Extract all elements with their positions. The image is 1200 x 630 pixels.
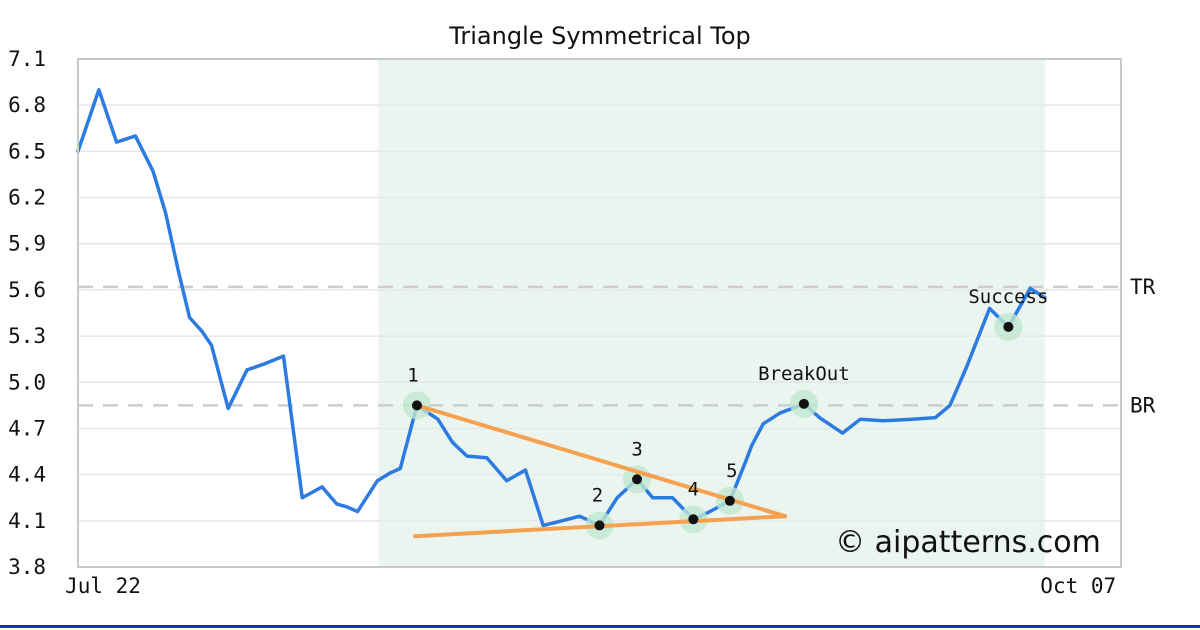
plot-border-rect <box>77 58 1122 568</box>
price-polyline <box>76 88 1047 528</box>
keypoint-dot <box>411 400 422 411</box>
keypoint-labels: 1 2 3 4 5 BreakOut Success <box>407 286 1048 507</box>
pattern-shaded-region <box>378 59 1045 567</box>
shaded-region-rect <box>378 59 1045 567</box>
x-axis-tick-jul22: Jul 22 <box>65 574 141 598</box>
y-axis-tick-label: 4.1 <box>8 509 46 533</box>
breakout-level-label-br: BR <box>1130 393 1156 417</box>
plot-border <box>77 58 1122 568</box>
y-axis-tick-label: 4.4 <box>8 463 46 487</box>
keypoint-label: 4 <box>688 478 699 500</box>
y-axis-tick-label: 7.1 <box>8 47 46 71</box>
keypoint-dot <box>594 520 605 531</box>
keypoint-dot <box>724 495 735 506</box>
chart-title: Triangle Symmetrical Top <box>448 22 751 50</box>
keypoint-dots <box>411 321 1014 531</box>
keypoint-dot <box>798 398 809 409</box>
keypoint-dot <box>632 474 643 485</box>
x-axis-tick-oct07: Oct 07 <box>1040 574 1116 598</box>
keypoint-label: 5 <box>726 460 737 482</box>
keypoint-label: BreakOut <box>758 363 850 385</box>
y-axis-tick-label: 5.3 <box>8 324 46 348</box>
keypoint-label: 3 <box>631 438 642 460</box>
y-axis-tick-label: 5.0 <box>8 370 46 394</box>
keypoint-label: 2 <box>592 484 603 506</box>
y-axis-tick-label: 5.6 <box>8 278 46 302</box>
keypoint-label: 1 <box>407 364 418 386</box>
footer-accent-bar <box>0 625 1200 628</box>
y-axis-tick-label: 3.8 <box>8 555 46 579</box>
y-axis-tick-label: 6.8 <box>8 93 46 117</box>
keypoint-dot <box>1003 321 1014 332</box>
y-axis-tick-label: 5.9 <box>8 232 46 256</box>
y-axis-tick-label: 6.5 <box>8 139 46 163</box>
price-line <box>76 88 1047 528</box>
y-axis-tick-labels: 3.8 4.1 4.4 4.7 5.0 5.3 5.6 5.9 6.2 6.5 6.8 7.1 <box>8 47 46 579</box>
keypoint-label: Success <box>968 286 1048 308</box>
y-axis-tick-label: 4.7 <box>8 416 46 440</box>
y-axis-tick-label: 6.2 <box>8 186 46 210</box>
keypoint-dot <box>688 514 699 525</box>
watermark: © aipatterns.com <box>835 525 1101 560</box>
trendline-upper <box>414 403 788 519</box>
target-level-label-tr: TR <box>1130 275 1156 299</box>
